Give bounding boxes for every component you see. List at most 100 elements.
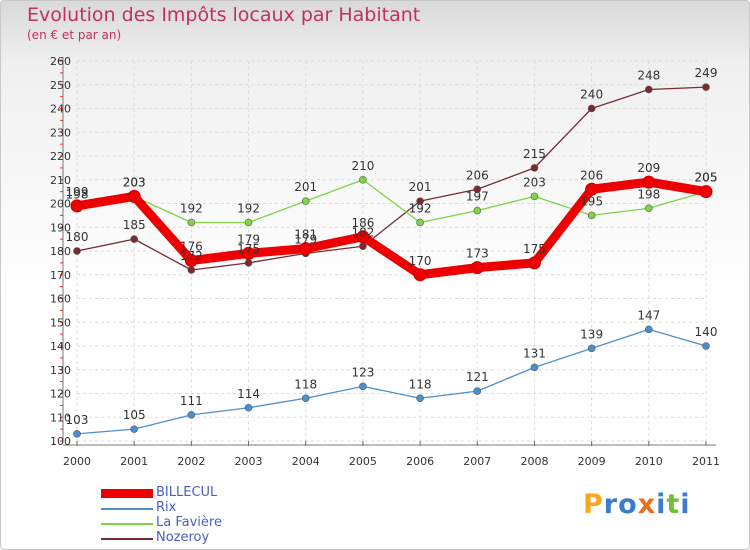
data-label: 118	[294, 377, 317, 391]
data-point	[301, 197, 310, 205]
y-tick-label: 140	[50, 340, 71, 353]
series-line-BILLECUL	[72, 177, 711, 280]
logo-letter: i	[656, 489, 667, 520]
data-point	[645, 204, 653, 213]
data-label: 205	[695, 171, 718, 185]
data-point	[242, 246, 256, 260]
data-point	[473, 206, 482, 215]
data-label: 114	[237, 387, 260, 401]
data-point	[530, 192, 539, 201]
data-label: 180	[66, 230, 89, 244]
y-tick-label: 260	[50, 55, 71, 68]
data-label: 240	[580, 88, 603, 102]
data-label: 195	[580, 194, 603, 208]
data-label: 192	[180, 202, 203, 216]
series-lines	[72, 86, 711, 435]
y-tick-label: 180	[50, 245, 71, 258]
x-tick-label: 2006	[406, 455, 434, 468]
y-axis-ticks: 100 110 120 130 140 150 160 170 180 190 200 210 220 2…	[50, 55, 71, 448]
legend-label: Nozeroy	[156, 530, 210, 545]
logo-letter: t	[666, 489, 681, 520]
x-tick-label: 2011	[692, 455, 720, 468]
data-label: 203	[123, 175, 146, 189]
data-label: 198	[637, 187, 660, 201]
data-label: 123	[351, 365, 374, 379]
y-tick-label: 200	[50, 198, 71, 211]
data-label: 111	[180, 394, 203, 408]
x-tick-label: 2009	[578, 455, 606, 468]
data-label: 175	[237, 242, 260, 256]
data-label: 203	[523, 175, 546, 189]
data-point	[473, 387, 482, 395]
data-point	[130, 425, 138, 433]
data-label: 209	[637, 161, 660, 175]
legend-label: La Favière	[156, 515, 222, 530]
data-point	[356, 230, 370, 244]
data-point	[699, 185, 713, 199]
data-point	[130, 235, 138, 243]
data-label: 105	[123, 408, 146, 422]
data-label: 140	[695, 325, 718, 339]
data-label: 176	[180, 240, 203, 254]
data-point	[359, 175, 367, 184]
data-label: 201	[409, 180, 432, 194]
y-tick-label: 250	[50, 79, 71, 92]
data-label: 179	[294, 232, 317, 246]
series-points	[70, 83, 713, 438]
legend-swatch	[101, 489, 153, 498]
logo-letter: r	[603, 489, 619, 520]
data-point	[70, 199, 84, 213]
data-point	[244, 218, 253, 227]
y-tick-label: 110	[50, 411, 71, 424]
data-label: 103	[66, 413, 89, 427]
data-point	[530, 363, 539, 372]
data-point	[301, 394, 310, 403]
data-point	[127, 189, 141, 203]
x-tick-label: 2008	[520, 455, 548, 468]
data-point	[73, 247, 81, 255]
data-label: 205	[695, 171, 718, 185]
data-label: 198	[66, 187, 89, 201]
legend-label: Rix	[156, 500, 177, 515]
data-point	[187, 411, 196, 419]
data-point	[73, 430, 81, 438]
x-tick-label: 2007	[463, 455, 491, 468]
data-label: 181	[294, 228, 317, 242]
y-tick-label: 220	[50, 150, 71, 163]
data-label: 206	[580, 168, 603, 182]
data-label: 192	[409, 202, 432, 216]
data-label: 139	[580, 327, 603, 341]
y-tick-label: 240	[50, 103, 71, 116]
data-label: 118	[409, 377, 432, 391]
x-axis-ticks: 2000 2001 2002 2003 2004 2005 2006 2007 2008 2009…	[63, 455, 720, 468]
data-label: 203	[123, 175, 146, 189]
data-point	[187, 266, 196, 274]
data-point	[702, 83, 710, 91]
series-line-Nozeroy	[76, 86, 707, 271]
data-point	[642, 175, 656, 189]
data-label: 210	[351, 159, 374, 173]
legend-swatch	[101, 508, 153, 510]
data-point	[413, 268, 427, 282]
x-tick-label: 2001	[120, 455, 148, 468]
data-label: 182	[351, 225, 374, 239]
logo-letter: P	[583, 489, 604, 520]
data-point	[645, 85, 653, 94]
data-label: 249	[695, 66, 718, 80]
data-label: 121	[466, 370, 489, 384]
data-point	[587, 211, 596, 220]
y-tick-label: 190	[50, 221, 71, 234]
legend-label: BILLECUL	[156, 485, 218, 500]
data-point	[470, 261, 484, 275]
y-tick-label: 230	[50, 126, 71, 139]
x-tick-label: 2000	[63, 455, 91, 468]
data-label: 172	[180, 249, 203, 263]
data-point	[702, 342, 710, 350]
x-tick-label: 2002	[177, 455, 205, 468]
series-line-Rix	[76, 328, 707, 435]
data-point	[244, 403, 253, 412]
data-label: 147	[637, 308, 660, 322]
data-label: 215	[523, 147, 546, 161]
